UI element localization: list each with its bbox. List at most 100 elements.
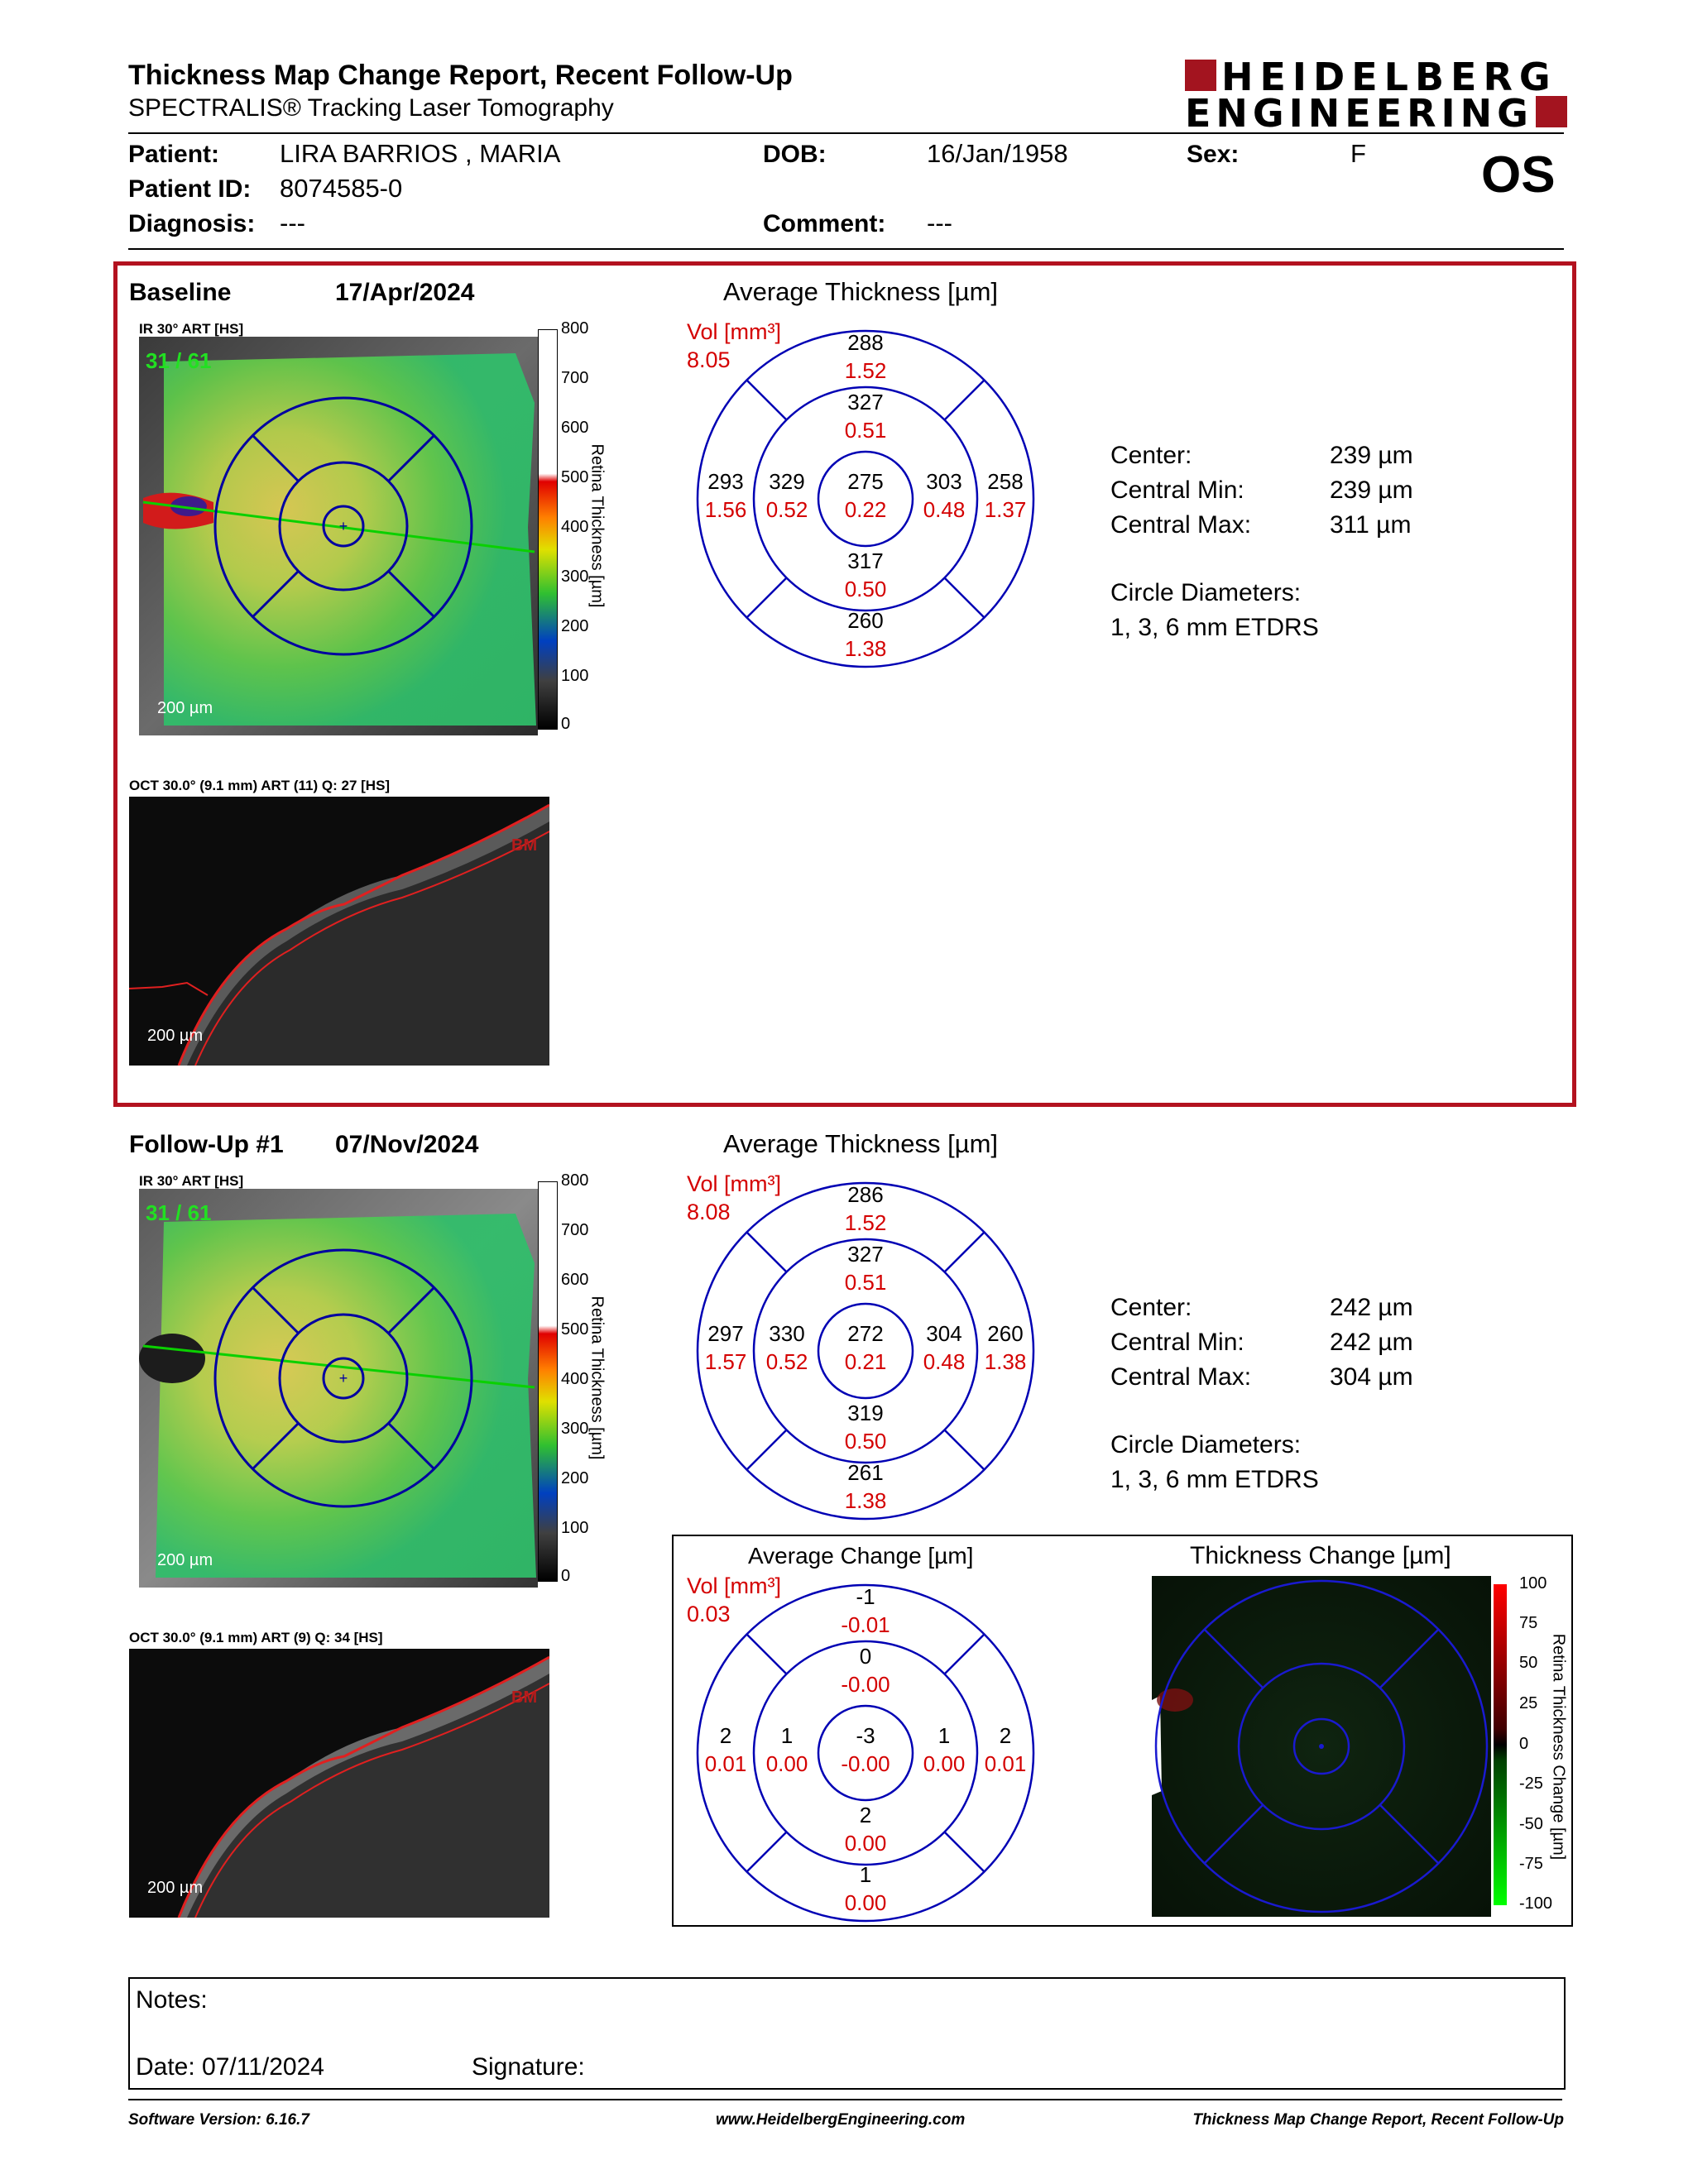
change-inner-right: 1 <box>938 1723 950 1748</box>
change-inner-bottom-vol: 0.00 <box>845 1831 887 1856</box>
baseline-colorbar-label: Retina Thickness [µm] <box>587 443 607 608</box>
followup-thickness-colorbar <box>538 1181 558 1582</box>
thickness-change-title: Thickness Change [µm] <box>1190 1542 1451 1569</box>
change-center: -3 <box>856 1723 875 1748</box>
change-outer-bottom: 1 <box>860 1862 871 1887</box>
report-subtitle: SPECTRALIS® Tracking Laser Tomography <box>128 94 614 122</box>
followup-title: Follow-Up #1 <box>129 1131 284 1158</box>
tick: 200 <box>561 617 589 635</box>
center-value: 239 µm <box>1330 442 1413 469</box>
eye-indicator: OS <box>1481 146 1556 204</box>
followup-date: 07/Nov/2024 <box>335 1131 479 1158</box>
baseline-etdrs-grid: 288 1.52 327 0.51 293 1.56 329 0.52 275 … <box>695 328 1036 669</box>
followup-outer-left: 297 <box>707 1321 743 1346</box>
diagnosis-value: --- <box>280 208 305 237</box>
center-label: Center: <box>1110 442 1192 469</box>
tick: 100 <box>1519 1574 1547 1592</box>
followup-outer-right-vol: 1.38 <box>985 1349 1027 1374</box>
followup-inner-left-vol: 0.52 <box>766 1349 808 1374</box>
followup-outer-top-vol: 1.52 <box>845 1210 887 1235</box>
center-label: Center: <box>1110 1294 1192 1321</box>
baseline-inner-top: 327 <box>847 390 883 414</box>
baseline-ir-thickness-map: + 31 / 61 200 µm <box>139 337 538 735</box>
notes-box[interactable] <box>128 1977 1566 2090</box>
footer-software-version: Software Version: 6.16.7 <box>128 2111 309 2129</box>
change-center-vol: -0.00 <box>841 1751 890 1776</box>
baseline-inner-top-vol: 0.51 <box>845 418 887 443</box>
change-inner-left-vol: 0.00 <box>766 1751 808 1776</box>
central-min-value: 242 µm <box>1330 1329 1413 1356</box>
followup-outer-right: 260 <box>987 1321 1023 1346</box>
followup-outer-bottom: 261 <box>847 1460 883 1485</box>
central-max-value: 304 µm <box>1330 1363 1413 1391</box>
baseline-oct-label: OCT 30.0° (9.1 mm) ART (11) Q: 27 [HS] <box>129 778 391 793</box>
tick: 800 <box>561 1171 589 1190</box>
baseline-vol-value: 8.05 <box>687 347 731 372</box>
patient-id-value: 8074585-0 <box>280 174 403 203</box>
logo-line-1: HEIDELBERG <box>1221 55 1557 99</box>
followup-ir-scale: 200 µm <box>157 1551 213 1569</box>
footer-website[interactable]: www.HeidelbergEngineering.com <box>716 2111 966 2129</box>
dob-value: 16/Jan/1958 <box>927 139 1068 168</box>
baseline-stats: Center: 239 µm Central Min: 239 µm Central… <box>1110 438 1458 645</box>
circle-diameters-label: Circle Diameters: <box>1110 1431 1302 1458</box>
change-outer-left-vol: 0.01 <box>705 1751 747 1776</box>
comment-value: --- <box>927 208 952 237</box>
baseline-date: 17/Apr/2024 <box>335 279 475 306</box>
followup-stats: Center: 242 µm Central Min: 242 µm Central… <box>1110 1291 1458 1497</box>
tick: 600 <box>561 1271 589 1289</box>
followup-outer-left-vol: 1.57 <box>705 1349 747 1374</box>
circle-diameters-value: 1, 3, 6 mm ETDRS <box>1110 1466 1319 1493</box>
baseline-center: 275 <box>847 469 883 494</box>
tick: 100 <box>561 1519 589 1537</box>
tick: 0 <box>561 1567 571 1585</box>
change-inner-left: 1 <box>781 1723 793 1748</box>
sex-label: Sex: <box>1187 141 1240 168</box>
followup-colorbar-ticks: 800 700 600 500 400 300 200 100 0 <box>561 1171 611 1585</box>
followup-inner-left: 330 <box>769 1321 804 1346</box>
followup-inner-top-vol: 0.51 <box>845 1270 887 1295</box>
baseline-inner-right: 303 <box>926 469 961 494</box>
followup-inner-top: 327 <box>847 1242 883 1267</box>
followup-outer-top: 286 <box>847 1182 883 1207</box>
diagnosis-label: Diagnosis: <box>128 210 256 237</box>
change-outer-right-vol: 0.01 <box>985 1751 1027 1776</box>
signature-label: Signature: <box>472 2053 585 2081</box>
change-inner-right-vol: 0.00 <box>923 1751 966 1776</box>
baseline-ir-frames: 31 / 61 <box>146 348 212 373</box>
baseline-outer-right: 258 <box>987 469 1023 494</box>
baseline-vol-label: Vol [mm³] <box>687 319 782 344</box>
change-outer-right: 2 <box>1000 1723 1011 1748</box>
followup-oct-scale: 200 µm <box>147 1879 204 1897</box>
tick: 700 <box>561 369 589 387</box>
tick: 300 <box>561 1420 589 1438</box>
tick: 75 <box>1519 1614 1538 1632</box>
baseline-outer-left-vol: 1.56 <box>705 497 747 522</box>
avg-change-title: Average Change [µm] <box>748 1543 974 1569</box>
tick: -25 <box>1519 1774 1543 1793</box>
company-logo: HEIDELBERG ENGINEERING <box>1185 55 1567 136</box>
followup-colorbar-label: Retina Thickness [µm] <box>587 1296 607 1460</box>
baseline-ir-scale: 200 µm <box>157 699 213 717</box>
followup-ir-thickness-map: + 31 / 61 200 µm <box>139 1189 538 1588</box>
report-title: Thickness Map Change Report, Recent Foll… <box>128 60 793 91</box>
tick: 200 <box>561 1469 589 1487</box>
tick: 0 <box>1519 1735 1529 1753</box>
followup-avg-thickness-title: Average Thickness [µm] <box>723 1129 999 1158</box>
tick: 300 <box>561 568 589 586</box>
baseline-inner-right-vol: 0.48 <box>923 497 966 522</box>
baseline-inner-bottom-vol: 0.50 <box>845 577 887 601</box>
central-min-label: Central Min: <box>1110 477 1244 504</box>
svg-text:+: + <box>339 1370 348 1387</box>
tick: 400 <box>561 1370 589 1388</box>
tick: 100 <box>561 667 589 685</box>
tick: 700 <box>561 1221 589 1239</box>
followup-center: 272 <box>847 1321 883 1346</box>
followup-inner-bottom: 319 <box>847 1401 883 1425</box>
baseline-bm-label: BM <box>511 836 538 855</box>
tick: 800 <box>561 319 589 338</box>
baseline-outer-bottom: 260 <box>847 608 883 633</box>
patient-label: Patient: <box>128 141 220 168</box>
baseline-panel <box>113 261 1576 1107</box>
followup-center-vol: 0.21 <box>845 1349 887 1374</box>
